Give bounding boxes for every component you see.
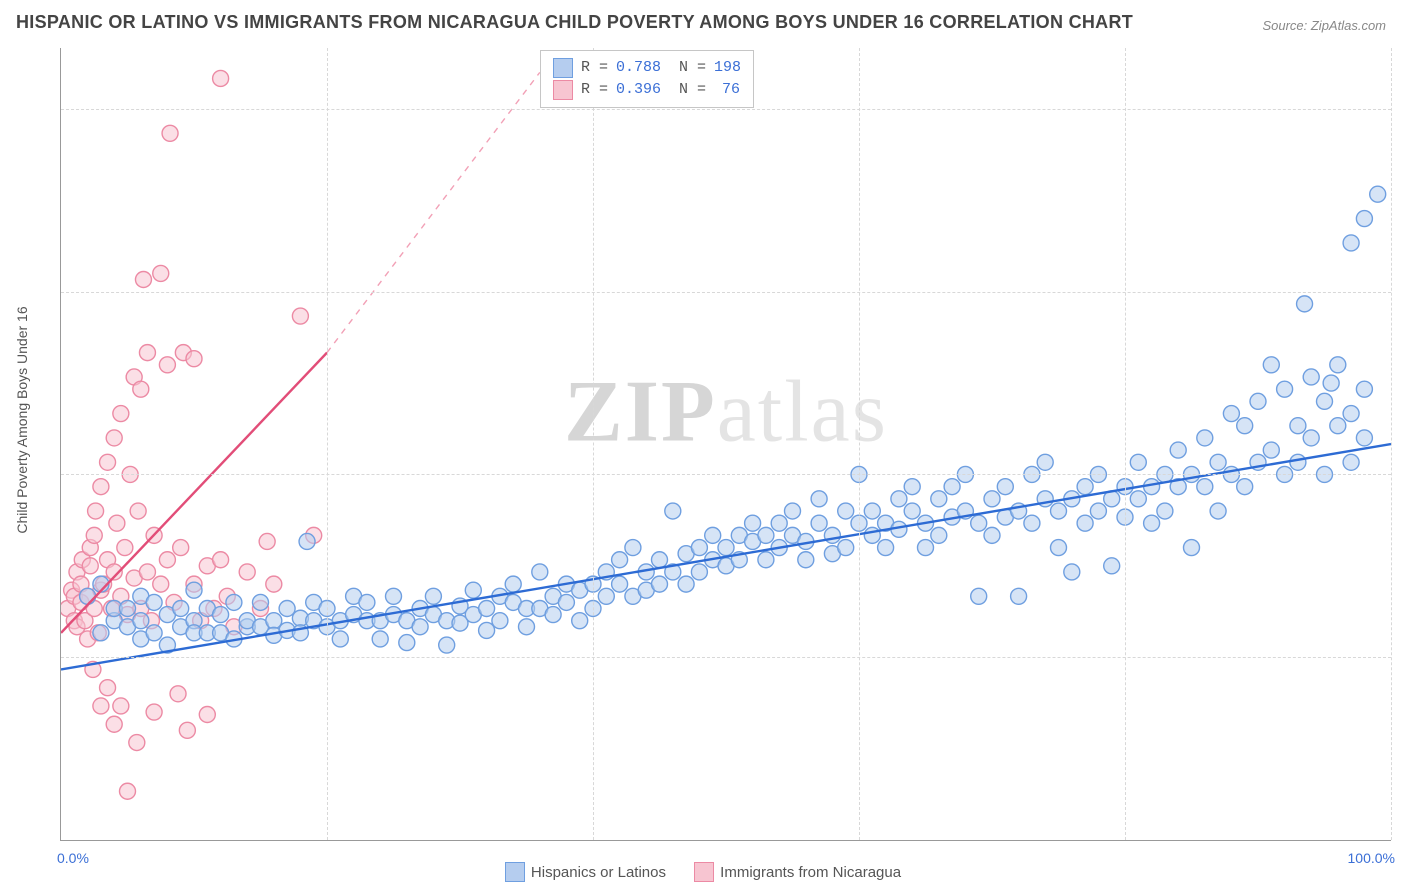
y-tick-label: 60.0%: [1395, 101, 1406, 117]
chart-title: HISPANIC OR LATINO VS IMMIGRANTS FROM NI…: [16, 12, 1133, 33]
legend-swatch-1: [553, 58, 573, 78]
legend-n-value-1: 198: [714, 57, 741, 79]
bottom-swatch-1: [505, 862, 525, 882]
legend-r-prefix: R =: [581, 57, 608, 79]
bottom-legend-item-1: Hispanics or Latinos: [505, 862, 666, 882]
chart-svg: [61, 48, 1391, 840]
y-tick-label: 30.0%: [1395, 466, 1406, 482]
legend-row-1: R = 0.788 N = 198: [553, 57, 741, 79]
gridline-v: [327, 48, 328, 840]
legend-n-value-2: 76: [714, 79, 740, 101]
legend-swatch-2: [553, 80, 573, 100]
source-label: Source: ZipAtlas.com: [1262, 18, 1386, 33]
y-tick-label: 15.0%: [1395, 649, 1406, 665]
gridline-h: [61, 474, 1391, 475]
gridline-v: [593, 48, 594, 840]
plot-area: ZIPatlas 15.0%30.0%45.0%60.0%0.0%100.0%: [60, 48, 1391, 841]
y-axis-title: Child Poverty Among Boys Under 16: [14, 306, 30, 533]
legend-n-prefix: N =: [679, 57, 706, 79]
gridline-v: [1391, 48, 1392, 840]
bottom-swatch-2: [694, 862, 714, 882]
bottom-legend-label-2: Immigrants from Nicaragua: [720, 864, 901, 881]
legend-n-prefix-2: N =: [679, 79, 706, 101]
gridline-h: [61, 657, 1391, 658]
correlation-legend: R = 0.788 N = 198 R = 0.396 N = 76: [540, 50, 754, 108]
legend-r-value-2: 0.396: [616, 79, 661, 101]
bottom-legend: Hispanics or Latinos Immigrants from Nic…: [0, 862, 1406, 886]
legend-r-prefix-2: R =: [581, 79, 608, 101]
bottom-legend-label-1: Hispanics or Latinos: [531, 864, 666, 881]
legend-row-2: R = 0.396 N = 76: [553, 79, 741, 101]
gridline-v: [1125, 48, 1126, 840]
gridline-h: [61, 292, 1391, 293]
gridline-v: [859, 48, 860, 840]
y-tick-label: 45.0%: [1395, 284, 1406, 300]
bottom-legend-item-2: Immigrants from Nicaragua: [694, 862, 901, 882]
legend-r-value-1: 0.788: [616, 57, 661, 79]
gridline-h: [61, 109, 1391, 110]
